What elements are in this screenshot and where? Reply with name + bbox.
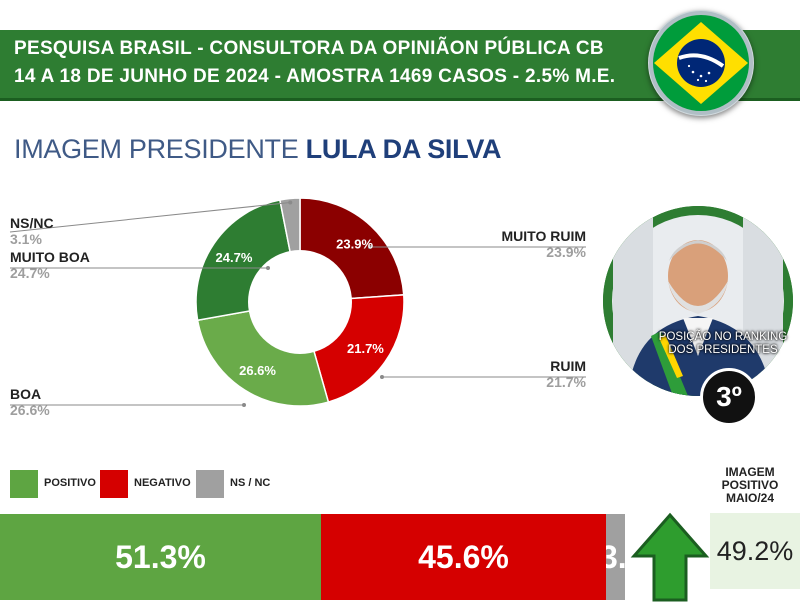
- ranking-badge: 3º: [700, 368, 758, 426]
- survey-details: 14 A 18 DE JUNHO DE 2024 - AMOSTRA 1469 …: [14, 66, 616, 87]
- legend-label-negativo: NEGATIVO: [134, 477, 191, 489]
- side-label-ruim: RUIM: [550, 358, 586, 374]
- summary-value-negativo: 45.6%: [418, 539, 509, 575]
- summary-bar-positivo: 51.3%: [0, 514, 321, 600]
- slice-value-boa: 26.6%: [239, 363, 276, 378]
- side-value-muito-boa: 24.7%: [10, 265, 50, 281]
- brazil-flag-icon: [648, 10, 754, 116]
- side-value-ns-nc: 3.1%: [10, 231, 42, 247]
- legend-label-nsnc: NS / NC: [230, 477, 271, 489]
- leader-dot-muito-boa: [266, 266, 270, 270]
- previous-value: 49.2%: [710, 513, 800, 589]
- side-label-boa: BOA: [10, 386, 41, 402]
- legend-swatch-negativo: [100, 470, 128, 498]
- legend-swatch-positivo: [10, 470, 38, 498]
- slice-value-muito-boa: 24.7%: [216, 250, 253, 265]
- legend-label-positivo: POSITIVO: [44, 477, 96, 489]
- leader-dot-ns-nc: [288, 200, 293, 205]
- page-title: IMAGEM PRESIDENTE LULA DA SILVA: [14, 134, 502, 165]
- summary-bar-ns-nc: 3.1%: [606, 514, 625, 600]
- leader-dot-ruim: [380, 375, 384, 379]
- pie-chart: 23.9%21.7%26.6%24.7% MUITO RUIM23.9%RUIM…: [9, 197, 587, 418]
- ranking-caption: POSIÇÃO NO RANKING DOS PRESIDENTES: [658, 331, 788, 356]
- summary-bar-negativo: 45.6%: [321, 514, 606, 600]
- title-name: LULA DA SILVA: [305, 134, 502, 164]
- side-value-boa: 26.6%: [10, 402, 50, 418]
- summary-value-positivo: 51.3%: [115, 539, 206, 575]
- leader-line-ns-nc: [9, 201, 291, 233]
- up-arrow-icon: [630, 512, 710, 602]
- summary-value-ns-nc: 3.1%: [606, 539, 625, 575]
- side-label-muito-ruim: MUITO RUIM: [501, 228, 586, 244]
- leader-dot-muito-ruim: [368, 245, 372, 249]
- donut-hole: [248, 250, 352, 354]
- survey-title: PESQUISA BRASIL - CONSULTORA DA OPINIÃON…: [14, 38, 604, 59]
- side-label-ns-nc: NS/NC: [10, 215, 54, 231]
- side-value-ruim: 21.7%: [546, 374, 586, 390]
- slice-value-muito-ruim: 23.9%: [336, 237, 373, 252]
- slice-value-ruim: 21.7%: [347, 341, 384, 356]
- title-prefix: IMAGEM PRESIDENTE: [14, 134, 306, 164]
- president-portrait: [603, 206, 793, 396]
- side-value-muito-ruim: 23.9%: [546, 244, 586, 260]
- side-label-muito-boa: MUITO BOA: [10, 249, 90, 265]
- legend-swatch-nsnc: [196, 470, 224, 498]
- previous-label: IMAGEM POSITIVO MAIO/24: [721, 465, 779, 505]
- leader-dot-boa: [242, 403, 246, 407]
